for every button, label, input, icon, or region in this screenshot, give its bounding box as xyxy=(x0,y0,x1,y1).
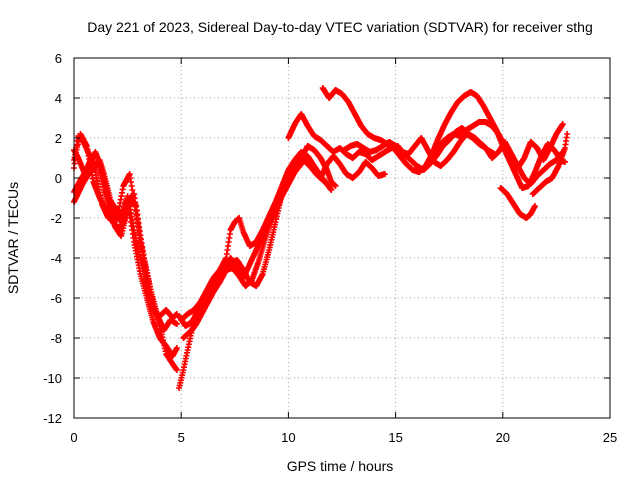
series-track-14 xyxy=(529,131,571,197)
data-point-marker xyxy=(531,203,538,209)
series-track-8 xyxy=(180,157,333,341)
chart-title: Day 221 of 2023, Sidereal Day-to-day VTE… xyxy=(87,19,593,35)
data-point-marker xyxy=(561,159,568,165)
y-axis-label: SDTVAR / TECUs xyxy=(5,182,21,294)
x-tick-label: 25 xyxy=(603,430,617,445)
y-tick-label: -8 xyxy=(50,331,62,346)
series-track-12 xyxy=(497,185,538,221)
series-track-13 xyxy=(431,119,566,171)
data-points xyxy=(71,85,571,391)
y-tick-label: 4 xyxy=(55,91,62,106)
y-tick-label: -2 xyxy=(50,211,62,226)
plot-border xyxy=(73,57,611,419)
y-tick-label: 6 xyxy=(55,51,62,66)
x-tick-label: 15 xyxy=(388,430,402,445)
series-track-10 xyxy=(319,85,568,191)
x-tick-label: 5 xyxy=(178,430,185,445)
x-tick-label: 20 xyxy=(496,430,510,445)
axis-ticks: 0 5 10 15 20 25 -12 -10 -8 -6 -4 -2 0 2 4 6 xyxy=(43,51,617,445)
data-point-marker xyxy=(564,131,571,137)
y-tick-label: -4 xyxy=(50,251,62,266)
data-point-marker xyxy=(381,171,388,177)
data-point-marker xyxy=(328,187,335,193)
y-tick-label: 2 xyxy=(55,131,62,146)
data-point-marker xyxy=(326,183,333,189)
y-tick-label: -12 xyxy=(43,411,62,426)
data-point-marker xyxy=(173,345,180,351)
x-axis-label: GPS time / hours xyxy=(287,458,394,474)
x-tick-label: 10 xyxy=(281,430,295,445)
y-tick-label: -6 xyxy=(50,291,62,306)
data-point-marker xyxy=(559,121,566,127)
series-track-11 xyxy=(341,131,566,187)
x-tick-label: 0 xyxy=(70,430,77,445)
y-tick-label: -10 xyxy=(43,371,62,386)
data-point-marker xyxy=(173,367,180,373)
data-point-marker xyxy=(173,321,180,327)
data-point-marker xyxy=(332,183,339,189)
y-tick-label: 0 xyxy=(55,171,62,186)
data-point-marker xyxy=(146,279,153,285)
